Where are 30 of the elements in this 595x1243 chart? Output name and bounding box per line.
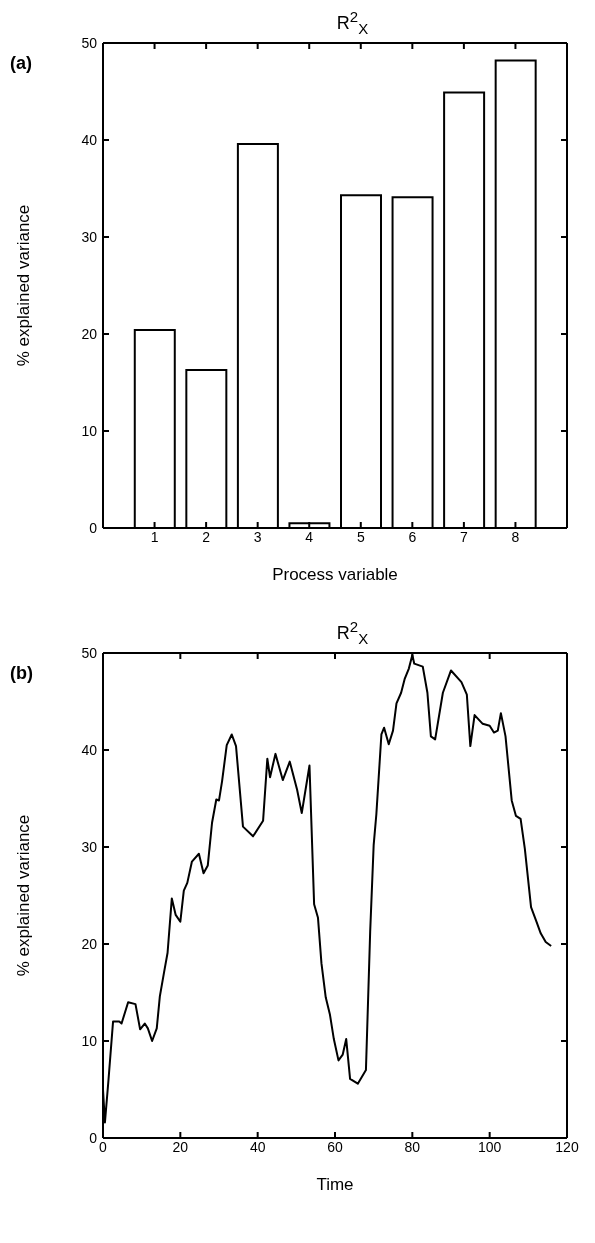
- x-tick-label: 20: [172, 1138, 189, 1155]
- y-tick-label: 40: [81, 131, 98, 148]
- x-axis-title: Process variable: [272, 565, 398, 584]
- x-axis-title: Time: [316, 1175, 354, 1194]
- x-tick-label: 8: [511, 528, 520, 545]
- y-tick-label: 30: [81, 838, 98, 855]
- y-axis-title: % explained variance: [14, 204, 34, 367]
- x-tick-label: 80: [404, 1138, 421, 1155]
- x-tick-label: 6: [408, 528, 417, 545]
- x-tick-label: 5: [356, 528, 365, 545]
- x-tick-label: 1: [150, 528, 159, 545]
- y-tick-label: 20: [81, 935, 98, 952]
- y-tick-label: 10: [81, 1032, 98, 1049]
- text: (b): [10, 663, 33, 684]
- x-tick-label: 120: [555, 1138, 579, 1155]
- y-tick-label: 40: [81, 741, 98, 758]
- y-tick-label: 10: [81, 422, 98, 439]
- x-tick-label: 4: [305, 528, 314, 545]
- text: (a): [10, 53, 32, 74]
- y-tick-label: 30: [81, 228, 98, 245]
- x-tick-label: 60: [327, 1138, 343, 1155]
- y-tick-label: 50: [81, 34, 98, 51]
- y-axis-title: % explained variance: [14, 814, 34, 977]
- x-tick-label: 40: [249, 1138, 266, 1155]
- x-tick-label: 100: [477, 1138, 502, 1155]
- y-tick-label: 20: [81, 325, 98, 342]
- x-tick-label: 7: [459, 528, 468, 545]
- x-tick-label: 3: [253, 528, 262, 545]
- x-tick-label: 2: [202, 528, 211, 545]
- y-tick-label: 50: [81, 644, 98, 661]
